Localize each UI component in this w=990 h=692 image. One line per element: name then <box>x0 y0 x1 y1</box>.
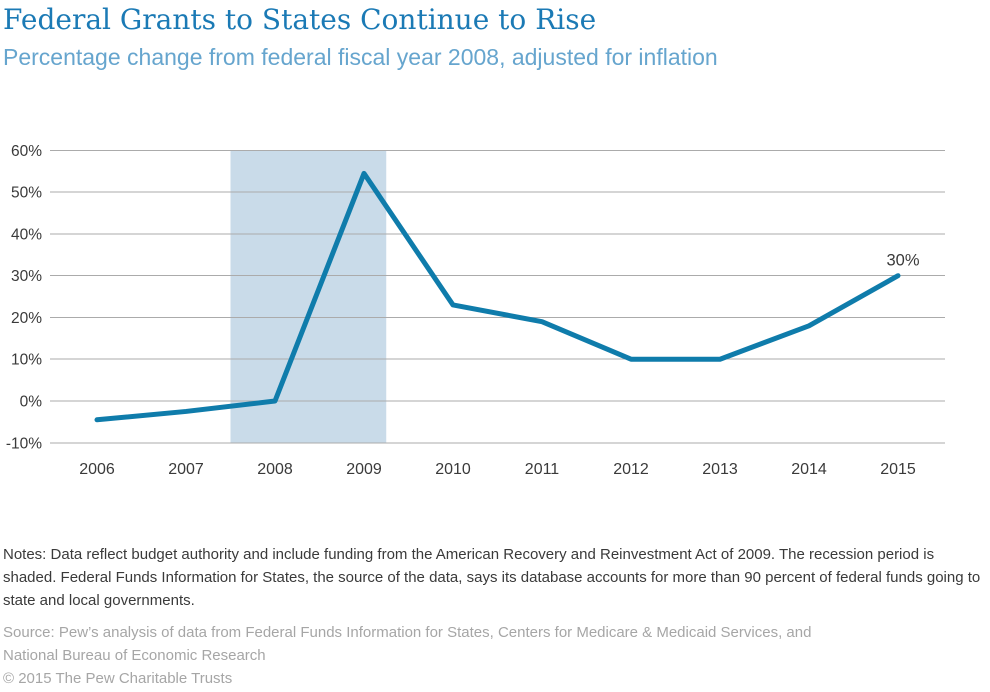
x-axis-tick-label: 2013 <box>702 461 738 478</box>
data-point-label: 30% <box>886 252 919 270</box>
data-line <box>94 170 901 423</box>
x-axis-tick-label: 2006 <box>79 461 115 478</box>
y-axis-tick-label: 10% <box>11 352 42 369</box>
recession-band <box>230 150 387 443</box>
chart-subtitle: Percentage change from federal fiscal ye… <box>3 44 718 70</box>
chart-notes: Notes: Data reflect budget authority and… <box>3 546 981 609</box>
x-axis-tick-label: 2009 <box>346 461 382 478</box>
y-axis-tick-label: 40% <box>11 226 42 243</box>
line-chart: 60% 50% 40% 30% 20% 10% 0% -10% 2006 2007 2008 2009… <box>0 140 990 490</box>
y-axis-tick-label: -10% <box>6 435 42 452</box>
x-axis-tick-label: 2015 <box>880 461 916 478</box>
source-line-1: Source: Pew’s analysis of data from Fede… <box>3 624 812 641</box>
x-axis-tick-label: 2010 <box>435 461 471 478</box>
chart-title: Federal Grants to States Continue to Ris… <box>3 3 597 36</box>
line-chart-svg: 60% 50% 40% 30% 20% 10% 0% -10% 2006 2007 2008 2009… <box>6 143 945 478</box>
x-axis-tick-label: 2014 <box>791 461 827 478</box>
copyright-line: © 2015 The Pew Charitable Trusts <box>3 670 233 687</box>
x-axis-tick-label: 2008 <box>257 461 293 478</box>
x-axis-tick-label: 2012 <box>613 461 649 478</box>
y-axis-tick-label: 60% <box>11 143 42 160</box>
x-axis-tick-label: 2007 <box>168 461 204 478</box>
y-axis-tick-label: 30% <box>11 268 42 285</box>
chart-source: Source: Pew’s analysis of data from Fede… <box>3 621 985 667</box>
y-axis-tick-label: 50% <box>11 185 42 202</box>
y-axis-tick-label: 0% <box>20 394 43 411</box>
y-axis-tick-label: 20% <box>11 310 42 327</box>
source-line-2: National Bureau of Economic Research <box>3 647 266 664</box>
x-axis-tick-label: 2011 <box>525 461 560 478</box>
